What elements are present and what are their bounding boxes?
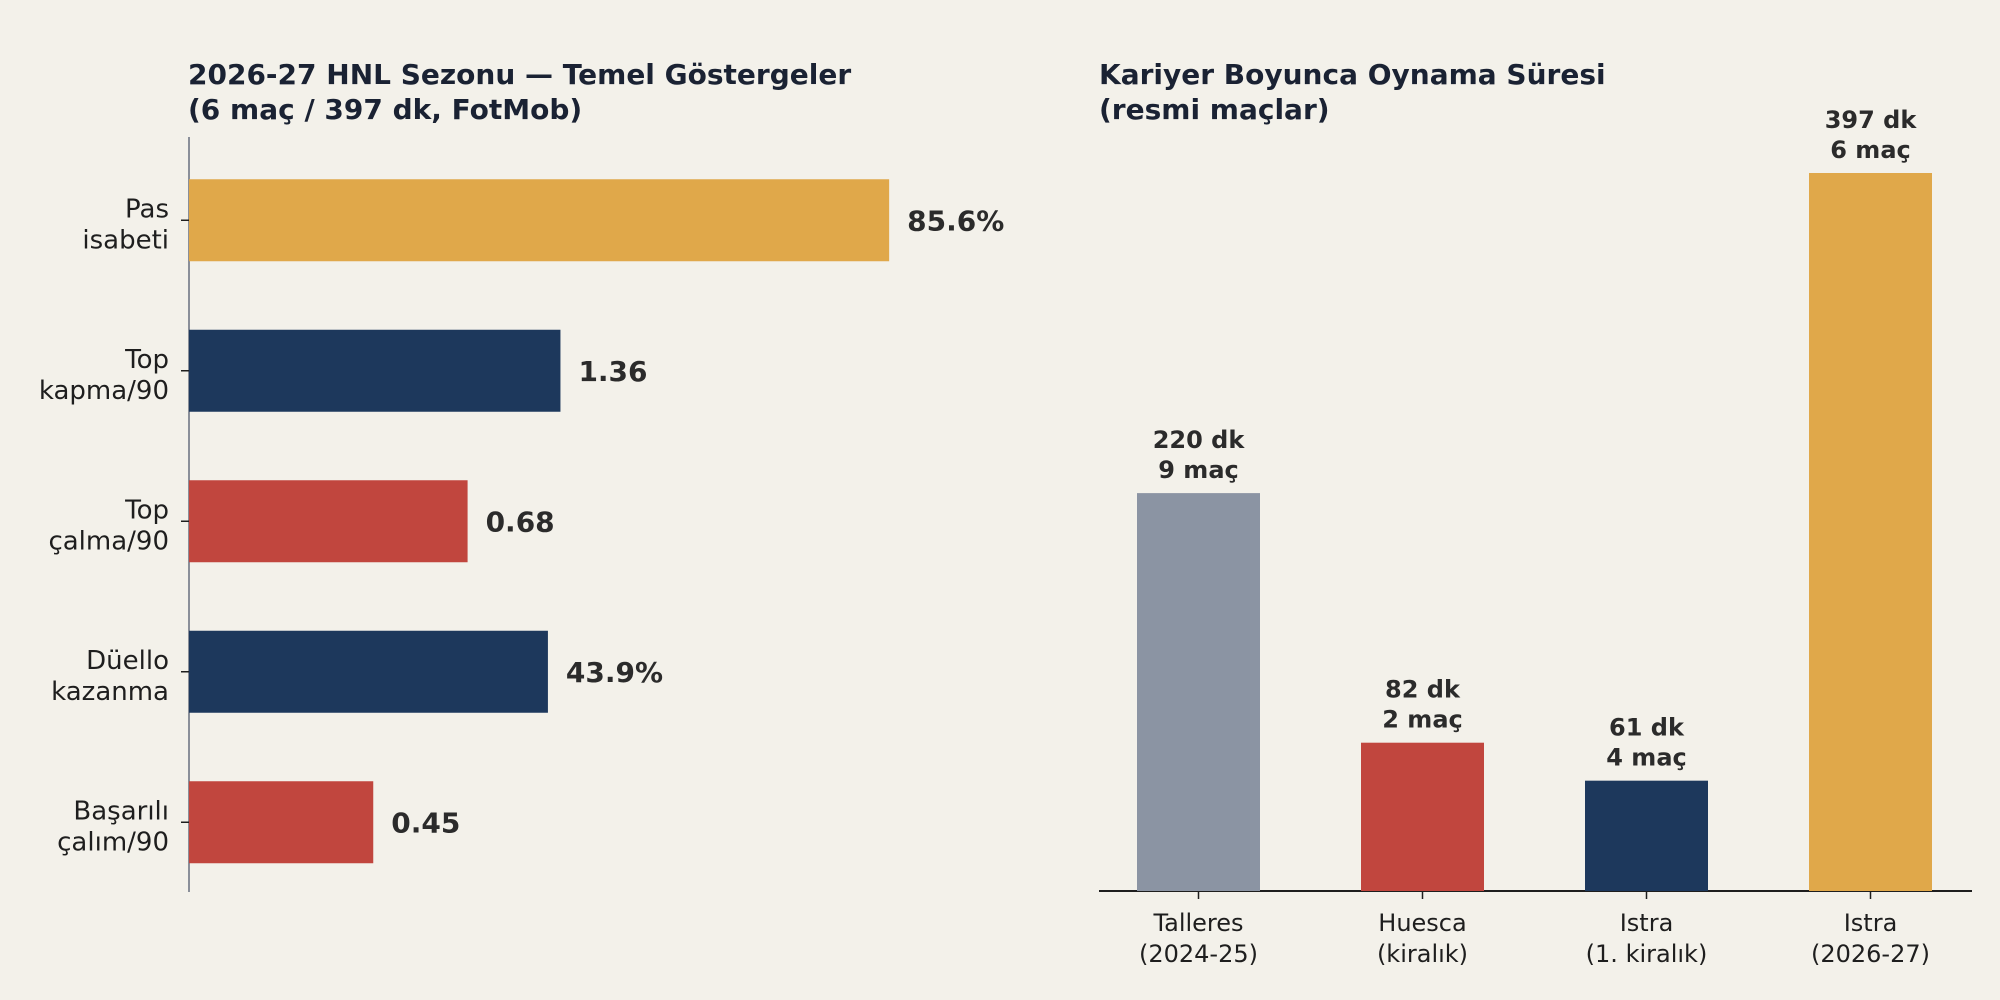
column-value-label-1: 82 dk 2 maç xyxy=(1382,676,1462,734)
column-value-label-1-line-1: 2 maç xyxy=(1382,706,1462,734)
left-chart-title-line-2: (6 maç / 397 dk, FotMob) xyxy=(188,93,582,126)
left-chart-title: 2026-27 HNL Sezonu — Temel Göstergeler (… xyxy=(188,58,861,126)
bar-4 xyxy=(189,781,374,864)
y-tick-label-1-line-0: Top xyxy=(124,345,169,375)
column-1 xyxy=(1361,742,1484,891)
column-value-label-0-line-0: 220 dk xyxy=(1153,426,1246,454)
x-tick-label-0-line-1: (2024-25) xyxy=(1139,940,1258,968)
column-value-label-3-line-1: 6 maç xyxy=(1830,136,1910,164)
x-tick-label-3-line-1: (2026-27) xyxy=(1811,940,1930,968)
bar-value-label-2: 0.68 xyxy=(486,505,555,538)
x-tick-label-2-line-1: (1. kiralık) xyxy=(1586,940,1708,968)
bar-2 xyxy=(189,480,468,563)
bar-value-label-1: 1.36 xyxy=(578,355,647,388)
x-tick-label-0-line-0: Talleres xyxy=(1152,909,1243,937)
x-tick-label-3: Istra (2026-27) xyxy=(1811,909,1930,968)
y-tick-label-2: Top çalma/90 xyxy=(48,495,169,556)
y-tick-label-4-line-0: Başarılı xyxy=(73,796,169,826)
y-tick-label-1-line-1: kapma/90 xyxy=(39,376,169,406)
left-chart-title-line-1: 2026-27 HNL Sezonu — Temel Göstergeler xyxy=(188,58,851,91)
bar-1 xyxy=(189,329,561,412)
column-value-label-1-line-0: 82 dk xyxy=(1385,676,1461,704)
y-tick-label-3-line-0: Düello xyxy=(86,646,169,676)
column-value-label-3-line-0: 397 dk xyxy=(1825,106,1918,134)
bar-value-label-3: 43.9% xyxy=(566,656,663,689)
y-tick-label-3: Düello kazanma xyxy=(51,646,169,707)
column-value-label-2: 61 dk 4 maç xyxy=(1606,714,1686,772)
x-tick-label-1: Huesca (kiralık) xyxy=(1377,909,1468,968)
column-value-label-0: 220 dk 9 maç xyxy=(1153,426,1246,484)
y-tick-label-2-line-0: Top xyxy=(124,495,169,525)
column-3 xyxy=(1809,173,1932,891)
bar-3 xyxy=(189,630,548,713)
right-chart-playing-time: Kariyer Boyunca Oynama Süresi (resmi maç… xyxy=(1099,58,1972,968)
y-tick-label-0: Pas isabeti xyxy=(82,194,169,255)
x-tick-label-3-line-0: Istra xyxy=(1844,909,1898,937)
bar-value-label-0: 85.6% xyxy=(907,204,1004,237)
y-tick-label-3-line-1: kazanma xyxy=(51,677,169,707)
x-tick-label-1-line-0: Huesca xyxy=(1378,909,1466,937)
right-chart-title-line-1: Kariyer Boyunca Oynama Süresi xyxy=(1099,58,1606,91)
column-value-label-0-line-1: 9 maç xyxy=(1158,456,1238,484)
left-chart-indicators: 2026-27 HNL Sezonu — Temel Göstergeler (… xyxy=(39,58,1004,892)
x-tick-label-0: Talleres (2024-25) xyxy=(1139,909,1258,968)
right-chart-title: Kariyer Boyunca Oynama Süresi (resmi maç… xyxy=(1099,58,1615,126)
y-tick-label-2-line-1: çalma/90 xyxy=(48,526,169,556)
column-0 xyxy=(1137,493,1260,891)
y-tick-label-1: Top kapma/90 xyxy=(39,345,169,406)
column-value-label-3: 397 dk 6 maç xyxy=(1825,106,1918,164)
y-tick-label-0-line-1: isabeti xyxy=(82,225,169,255)
column-value-label-2-line-0: 61 dk xyxy=(1609,714,1685,742)
right-chart-title-line-2: (resmi maçlar) xyxy=(1099,93,1330,126)
x-tick-label-2: Istra (1. kiralık) xyxy=(1586,909,1708,968)
column-2 xyxy=(1585,780,1708,891)
bar-0 xyxy=(189,179,890,262)
bar-value-label-4: 0.45 xyxy=(391,806,460,839)
right-chart-bars: 220 dk 9 maç Talleres (2024-25) 82 dk 2 maç Hu… xyxy=(1137,106,1932,968)
y-tick-label-0-line-0: Pas xyxy=(125,194,169,224)
y-tick-label-4-line-1: çalım/90 xyxy=(57,827,169,857)
column-value-label-2-line-1: 4 maç xyxy=(1606,744,1686,772)
y-tick-label-4: Başarılı çalım/90 xyxy=(57,796,169,857)
x-tick-label-1-line-1: (kiralık) xyxy=(1377,940,1468,968)
x-tick-label-2-line-0: Istra xyxy=(1620,909,1674,937)
